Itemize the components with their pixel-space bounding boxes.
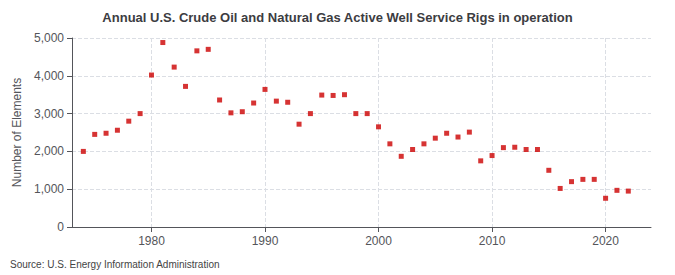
svg-text:2000: 2000 [365, 234, 392, 248]
svg-text:Source: U.S. Energy Informatio: Source: U.S. Energy Information Administ… [10, 259, 220, 270]
svg-text:3,000: 3,000 [34, 107, 64, 121]
svg-text:4,000: 4,000 [34, 69, 64, 83]
svg-text:Number of Elements: Number of Elements [10, 78, 24, 187]
svg-text:2,000: 2,000 [34, 144, 64, 158]
svg-text:1,000: 1,000 [34, 182, 64, 196]
svg-text:2010: 2010 [479, 234, 506, 248]
svg-text:0: 0 [57, 220, 64, 234]
svg-text:Annual U.S. Crude Oil and Natu: Annual U.S. Crude Oil and Natural Gas Ac… [102, 10, 572, 25]
svg-text:5,000: 5,000 [34, 31, 64, 45]
svg-text:2020: 2020 [592, 234, 619, 248]
svg-text:1980: 1980 [138, 234, 165, 248]
svg-text:1990: 1990 [252, 234, 279, 248]
